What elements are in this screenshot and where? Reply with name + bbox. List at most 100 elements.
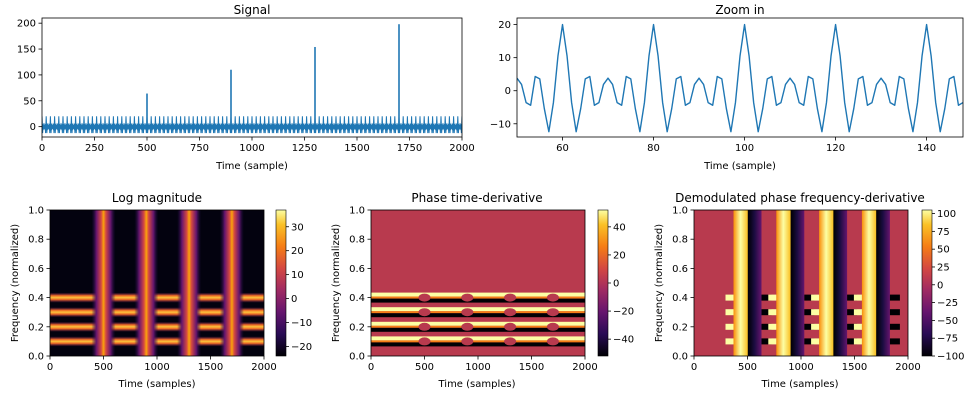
demod-time-band <box>776 210 805 356</box>
signal-xtick-label: 750 <box>190 143 209 154</box>
demod-freq-notch <box>811 338 820 345</box>
phase-band-mid <box>371 311 585 314</box>
signal-ytick-label: 200 <box>17 19 36 30</box>
phase-cbar-label: −40 <box>613 335 634 346</box>
phase-band-gap <box>418 322 431 331</box>
zoom-ytick-label: 0 <box>505 86 511 97</box>
logmag-xtick-label: 2000 <box>251 362 276 373</box>
demod-freq-notch <box>804 323 815 330</box>
logmag-xtick-label: 1500 <box>198 362 223 373</box>
panel-log-magnitude: Log magnitude 0 500 1000 1500 2000 0.0 0.2 0.4… <box>10 191 312 390</box>
demod-ytick-label: 0.4 <box>672 293 688 304</box>
demod-cbar-label: −50 <box>937 316 958 327</box>
phase-ytick-label: 0.8 <box>349 235 365 246</box>
signal-xlabel: Time (sample) <box>215 161 288 172</box>
logmag-time-band <box>134 210 159 356</box>
phase-ytick-label: 0.6 <box>349 264 365 275</box>
phase-band-low <box>371 342 585 347</box>
signal-xtick-label: 0 <box>39 143 45 154</box>
demod-time-band <box>733 210 762 356</box>
demod-freq-notch <box>761 323 772 330</box>
demod-xtick-label: 500 <box>738 362 757 373</box>
demod-freq-notch <box>853 338 862 345</box>
zoom-xtick-label: 80 <box>647 143 660 154</box>
logmag-xtick-label: 1000 <box>144 362 169 373</box>
phase-band-low <box>371 313 585 318</box>
zoom-xtick-label: 120 <box>826 143 845 154</box>
demod-freq-notch <box>889 323 900 330</box>
demod-xtick-label: 2000 <box>895 362 920 373</box>
demod-freq-notch <box>761 338 772 345</box>
phase-colorbar <box>597 209 609 357</box>
signal-ytick-label: 50 <box>23 96 36 107</box>
phase-band-gap <box>418 293 431 302</box>
logmag-time-band <box>177 210 202 356</box>
phase-background <box>371 210 585 356</box>
phase-band-gap <box>504 337 517 346</box>
signal-xtick-label: 250 <box>85 143 104 154</box>
phase-band-gap <box>418 337 431 346</box>
logmag-ytick-label: 0.4 <box>28 293 44 304</box>
demod-cbar-label: 25 <box>937 262 950 273</box>
demod-ytick-label: 1.0 <box>672 206 688 217</box>
phase-ytick-label: 0.2 <box>349 322 365 333</box>
demod-xlabel: Time (samples) <box>760 379 838 390</box>
demod-freq-notch <box>847 338 858 345</box>
logmag-cbar-label: −20 <box>291 342 312 353</box>
phase-ytick-label: 0.4 <box>349 293 365 304</box>
demod-cbar-label: 75 <box>937 227 950 238</box>
zoom-ytick-label: 10 <box>498 53 511 64</box>
demod-freq-notch <box>853 309 862 316</box>
phase-band-mid <box>371 325 585 328</box>
logmag-cbar-label: 0 <box>291 294 297 305</box>
signal-title: Signal <box>234 3 271 17</box>
phase-band-mid <box>371 340 585 343</box>
phase-xtick-label: 2000 <box>572 362 597 373</box>
demod-time-band <box>819 210 848 356</box>
phase-band-high <box>371 292 585 297</box>
phase-ytick-label: 1.0 <box>349 206 365 217</box>
phase-xtick-label: 1000 <box>465 362 490 373</box>
logmag-xtick-label: 500 <box>94 362 113 373</box>
demod-cbar-label: −75 <box>937 334 958 345</box>
logmag-time-band <box>219 210 244 356</box>
zoom-xlabel: Time (sample) <box>703 161 776 172</box>
phase-cbar-label: 40 <box>613 222 626 233</box>
phase-band-mid <box>371 296 585 299</box>
phase-band-gap <box>504 308 517 317</box>
logmag-cbar-label: −10 <box>291 318 312 329</box>
phase-ylabel: Frequency (normalized) <box>331 224 342 342</box>
phase-band-gap <box>461 308 474 317</box>
panel-signal: Signal 0 250 500 750 1000 1250 1500 1750 2000 0 5… <box>17 3 475 172</box>
demod-ytick-label: 0.2 <box>672 322 688 333</box>
demod-freq-notch <box>804 294 815 301</box>
zoom-xtick-label: 60 <box>556 143 569 154</box>
demod-colorbar <box>921 209 933 357</box>
demod-ytick-label: 0.0 <box>672 352 688 363</box>
demod-freq-notch <box>761 309 772 316</box>
phase-ytick-label: 0.0 <box>349 352 365 363</box>
phase-band-gap <box>546 293 559 302</box>
panel-zoom: Zoom in 60 80 100 120 140 −10 0 10 20 Time (sam… <box>490 3 964 172</box>
phase-band-gap <box>546 337 559 346</box>
phase-cbar-label: 20 <box>613 250 626 261</box>
demod-cbar-label: 50 <box>937 245 950 256</box>
demod-freq-notch <box>804 338 815 345</box>
demod-freq-notch <box>811 323 820 330</box>
demod-freq-notch <box>768 309 777 316</box>
logmag-ytick-label: 0.2 <box>28 322 44 333</box>
logmag-cbar-label: 20 <box>291 246 304 257</box>
phase-cbar-label: 0 <box>613 279 619 290</box>
signal-ytick-label: 150 <box>17 45 36 56</box>
demod-freq-notch <box>847 294 858 301</box>
demod-freq-notch <box>847 309 858 316</box>
panel-demod-phase: Demodulated phase frequency-derivative 0… <box>654 191 964 390</box>
signal-xtick-label: 500 <box>137 143 156 154</box>
logmag-xtick-label: 0 <box>47 362 53 373</box>
signal-line <box>42 116 462 134</box>
demod-freq-notch <box>725 323 734 330</box>
logmag-ylabel: Frequency (normalized) <box>10 224 21 342</box>
demod-freq-notch <box>811 294 820 301</box>
demod-xtick-label: 0 <box>691 362 697 373</box>
